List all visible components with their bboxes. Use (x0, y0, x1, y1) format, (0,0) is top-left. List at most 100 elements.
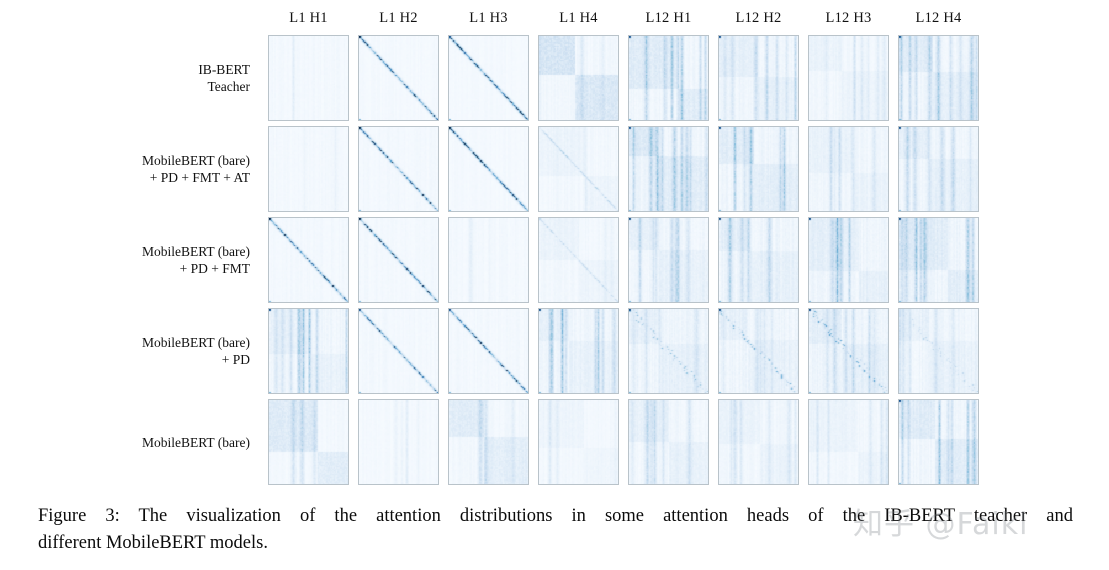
attention-heatmap-r0-c0 (268, 35, 349, 121)
attention-heatmap-r4-c0 (268, 399, 349, 485)
heatmap-canvas (269, 309, 348, 393)
row-label-1: MobileBERT (bare) + PD + FMT + AT (141, 153, 250, 185)
heatmap-canvas (269, 400, 348, 484)
heatmap-canvas (449, 127, 528, 211)
attention-heatmap-r4-c5 (718, 399, 799, 485)
attention-heatmap-r0-c7 (898, 35, 979, 121)
attention-heatmap-r1-c0 (268, 126, 349, 212)
heatmap-canvas (899, 218, 978, 302)
attention-heatmap-r1-c2 (448, 126, 529, 212)
heatmap-canvas (269, 36, 348, 120)
attention-heatmap-r3-c1 (358, 308, 439, 394)
row-label-3: MobileBERT (bare) + PD (141, 335, 250, 367)
caption-line-2: different MobileBERT models. (38, 533, 268, 553)
column-header-l1-h4: L1 H4 (559, 10, 598, 26)
heatmap-canvas (629, 309, 708, 393)
attention-heatmap-r1-c1 (358, 126, 439, 212)
heatmap-canvas (899, 400, 978, 484)
heatmap-canvas (719, 400, 798, 484)
attention-heatmap-r2-c4 (628, 217, 709, 303)
heatmap-canvas (809, 400, 888, 484)
heatmap-canvas (809, 36, 888, 120)
heatmap-row: IB-BERT Teacher (198, 35, 979, 121)
heatmap-canvas (269, 127, 348, 211)
heatmap-row: MobileBERT (bare) + PD (142, 308, 979, 394)
heatmap-canvas (809, 218, 888, 302)
heatmap-canvas (899, 309, 978, 393)
heatmap-canvas (449, 309, 528, 393)
heatmap-canvas (809, 309, 888, 393)
heatmap-canvas (539, 218, 618, 302)
column-header-l12-h1: L12 H1 (645, 10, 692, 26)
heatmap-canvas (449, 400, 528, 484)
column-header-l12-h2: L12 H2 (735, 10, 782, 26)
attention-heatmap-r1-c7 (898, 126, 979, 212)
attention-heatmap-r3-c5 (718, 308, 799, 394)
attention-heatmap-r3-c2 (448, 308, 529, 394)
heatmap-canvas (809, 127, 888, 211)
heatmap-canvas (719, 127, 798, 211)
row-label-2: MobileBERT (bare) + PD + FMT (141, 244, 250, 276)
attention-heatmap-r1-c4 (628, 126, 709, 212)
attention-heatmap-r2-c7 (898, 217, 979, 303)
attention-heatmap-r3-c4 (628, 308, 709, 394)
column-header-l12-h3: L12 H3 (825, 10, 872, 26)
attention-heatmap-r2-c5 (718, 217, 799, 303)
attention-heatmap-r2-c1 (358, 217, 439, 303)
heatmap-canvas (719, 218, 798, 302)
row-label-0: IB-BERT Teacher (198, 62, 250, 94)
figure-caption: Figure 3: The visualization of the atten… (38, 503, 1073, 557)
heatmap-canvas (359, 309, 438, 393)
heatmap-canvas (719, 309, 798, 393)
attention-heatmap-r4-c7 (898, 399, 979, 485)
heatmap-canvas (629, 218, 708, 302)
attention-heatmap-r0-c6 (808, 35, 889, 121)
attention-heatmap-r4-c3 (538, 399, 619, 485)
heatmap-canvas (629, 127, 708, 211)
attention-heatmap-r3-c0 (268, 308, 349, 394)
attention-heatmap-r3-c6 (808, 308, 889, 394)
attention-heatmap-r1-c5 (718, 126, 799, 212)
heatmap-grid: IB-BERT Teacher MobileBERT (bare) + PD + … (142, 35, 979, 485)
attention-heatmap-r1-c3 (538, 126, 619, 212)
heatmap-row: MobileBERT (bare) (142, 399, 979, 485)
heatmap-canvas (719, 36, 798, 120)
attention-heatmap-r4-c2 (448, 399, 529, 485)
attention-heatmap-r2-c0 (268, 217, 349, 303)
attention-heatmap-r3-c3 (538, 308, 619, 394)
heatmap-canvas (359, 127, 438, 211)
attention-heatmap-r4-c1 (358, 399, 439, 485)
heatmap-canvas (449, 36, 528, 120)
column-header-l1-h2: L1 H2 (379, 10, 418, 26)
heatmap-row: MobileBERT (bare) + PD + FMT (142, 217, 979, 303)
column-header-l1-h1: L1 H1 (289, 10, 328, 26)
attention-heatmap-r0-c2 (448, 35, 529, 121)
attention-heatmap-r0-c4 (628, 35, 709, 121)
caption-line-1: Figure 3: The visualization of the atten… (38, 506, 1073, 526)
attention-heatmap-r1-c6 (808, 126, 889, 212)
attention-heatmap-r2-c3 (538, 217, 619, 303)
heatmap-canvas (539, 127, 618, 211)
attention-heatmap-r0-c5 (718, 35, 799, 121)
attention-heatmap-r2-c2 (448, 217, 529, 303)
heatmap-canvas (269, 218, 348, 302)
row-label-4: MobileBERT (bare) (141, 434, 250, 450)
attention-heatmap-r4-c6 (808, 399, 889, 485)
heatmap-canvas (629, 36, 708, 120)
heatmap-canvas (359, 36, 438, 120)
attention-heatmap-r2-c6 (808, 217, 889, 303)
heatmap-canvas (359, 400, 438, 484)
heatmap-canvas (899, 127, 978, 211)
heatmap-canvas (539, 36, 618, 120)
attention-heatmap-r3-c7 (898, 308, 979, 394)
heatmap-canvas (539, 309, 618, 393)
heatmap-canvas (629, 400, 708, 484)
attention-heatmap-r0-c1 (358, 35, 439, 121)
column-header-row: L1 H1 L1 H2 L1 H3 L1 H4 L12 H1 L12 H2 L12 H3 L1… (268, 6, 979, 30)
heatmap-canvas (899, 36, 978, 120)
column-header-l12-h4: L12 H4 (915, 10, 962, 26)
heatmap-canvas (359, 218, 438, 302)
attention-heatmap-r4-c4 (628, 399, 709, 485)
heatmap-canvas (449, 218, 528, 302)
